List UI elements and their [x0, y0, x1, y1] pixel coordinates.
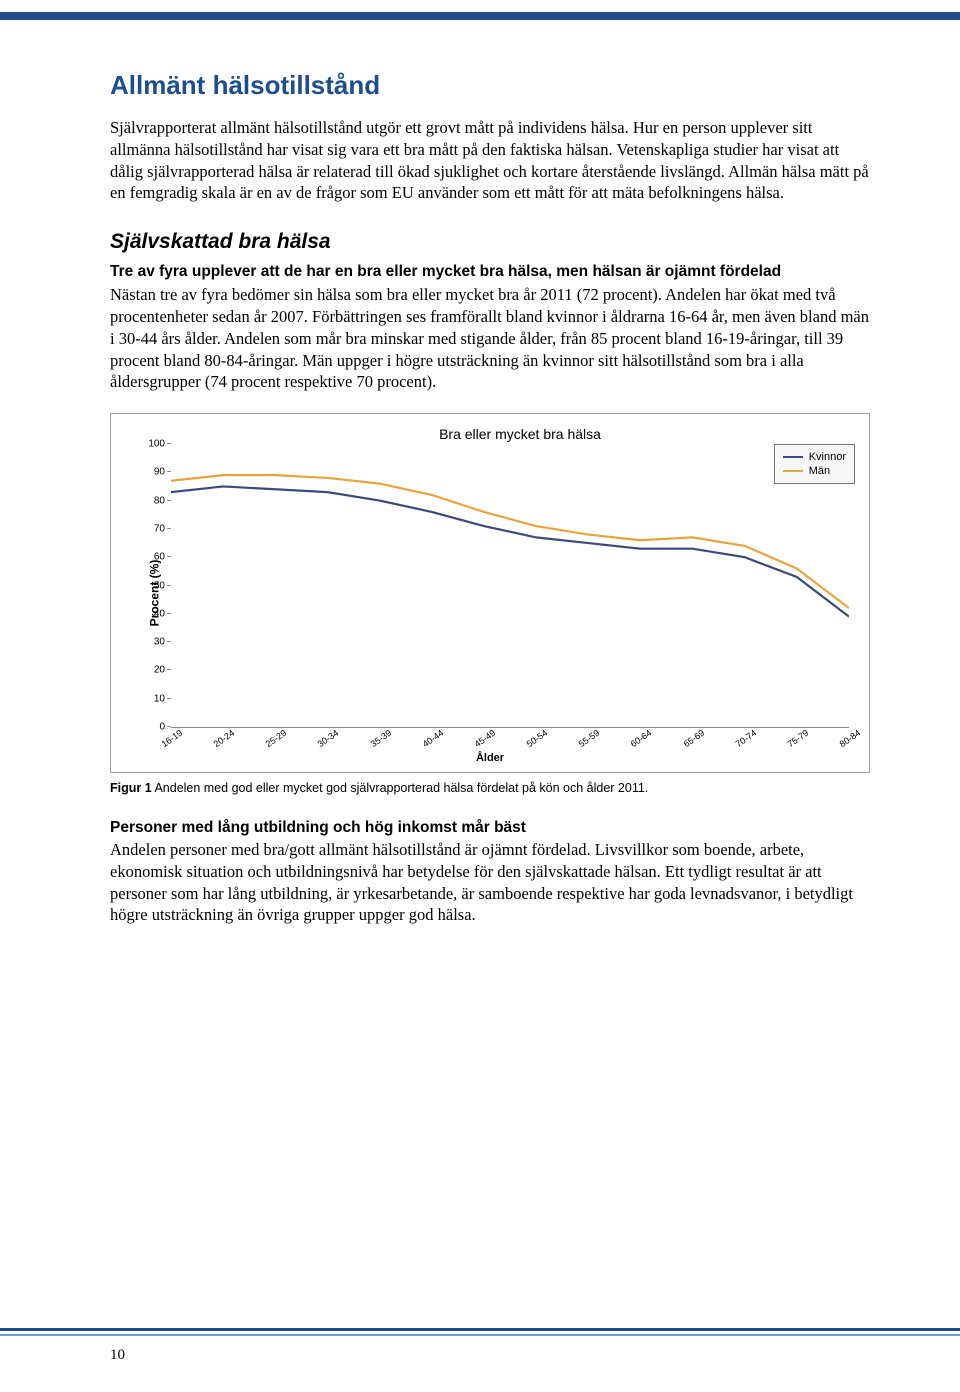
line-chart: Bra eller mycket bra hälsa Kvinnor Män P… — [110, 413, 870, 773]
y-tick-mark — [167, 613, 171, 614]
x-tick-label: 30-34 — [316, 728, 341, 749]
y-tick-mark — [167, 585, 171, 586]
x-tick-label: 70-74 — [733, 728, 758, 749]
intro-paragraph: Självrapporterat allmänt hälsotillstånd … — [110, 117, 870, 204]
chart-title: Bra eller mycket bra hälsa — [155, 426, 885, 442]
chart-svg — [171, 444, 849, 727]
body-paragraph-2: Andelen personer med bra/gott allmänt hä… — [110, 839, 870, 926]
footer-rule-dark — [0, 1328, 960, 1331]
plot-area: 010203040506070809010016-1920-2425-2930-… — [171, 444, 849, 728]
y-tick-mark — [167, 471, 171, 472]
x-axis-label: Ålder — [476, 752, 504, 764]
y-tick-label: 10 — [154, 693, 165, 704]
lead-statement: Tre av fyra upplever att de har en bra e… — [110, 262, 870, 282]
y-tick-mark — [167, 500, 171, 501]
paragraph-2-title: Personer med lång utbildning och hög ink… — [110, 819, 870, 837]
footer-rules — [0, 1328, 960, 1336]
y-tick-label: 60 — [154, 552, 165, 563]
document-page: Allmänt hälsotillstånd Självrapporterat … — [0, 0, 960, 1392]
page-title: Allmänt hälsotillstånd — [110, 70, 870, 101]
y-tick-mark — [167, 556, 171, 557]
y-tick-mark — [167, 698, 171, 699]
x-tick-label: 55-59 — [577, 728, 602, 749]
y-tick-mark — [167, 528, 171, 529]
x-tick-label: 50-54 — [525, 728, 550, 749]
y-tick-label: 50 — [154, 580, 165, 591]
x-tick-label: 80-84 — [838, 728, 863, 749]
y-tick-mark — [167, 669, 171, 670]
x-tick-label: 25-29 — [264, 728, 289, 749]
page-number: 10 — [110, 1347, 125, 1364]
x-tick-label: 35-39 — [368, 728, 393, 749]
x-tick-label: 75-79 — [786, 728, 811, 749]
x-tick-label: 60-64 — [629, 728, 654, 749]
y-tick-label: 90 — [154, 467, 165, 478]
subsection-title: Självskattad bra hälsa — [110, 230, 870, 254]
caption-label: Figur 1 — [110, 781, 152, 795]
y-tick-label: 20 — [154, 665, 165, 676]
x-tick-label: 20-24 — [212, 728, 237, 749]
y-tick-label: 80 — [154, 495, 165, 506]
y-tick-label: 30 — [154, 637, 165, 648]
caption-text: Andelen med god eller mycket god självra… — [152, 781, 649, 795]
y-tick-label: 100 — [148, 439, 165, 450]
x-tick-label: 40-44 — [420, 728, 445, 749]
y-tick-label: 0 — [159, 722, 165, 733]
series-line — [171, 475, 849, 608]
footer-rule-light — [0, 1334, 960, 1336]
y-tick-mark — [167, 726, 171, 727]
y-tick-label: 40 — [154, 608, 165, 619]
series-line — [171, 486, 849, 616]
x-tick-label: 65-69 — [681, 728, 706, 749]
x-tick-label: 45-49 — [473, 728, 498, 749]
body-paragraph-1: Nästan tre av fyra bedömer sin hälsa som… — [110, 284, 870, 393]
y-tick-mark — [167, 443, 171, 444]
top-accent-rule — [0, 12, 960, 20]
y-tick-label: 70 — [154, 523, 165, 534]
figure-caption: Figur 1 Andelen med god eller mycket god… — [110, 781, 870, 795]
y-tick-mark — [167, 641, 171, 642]
